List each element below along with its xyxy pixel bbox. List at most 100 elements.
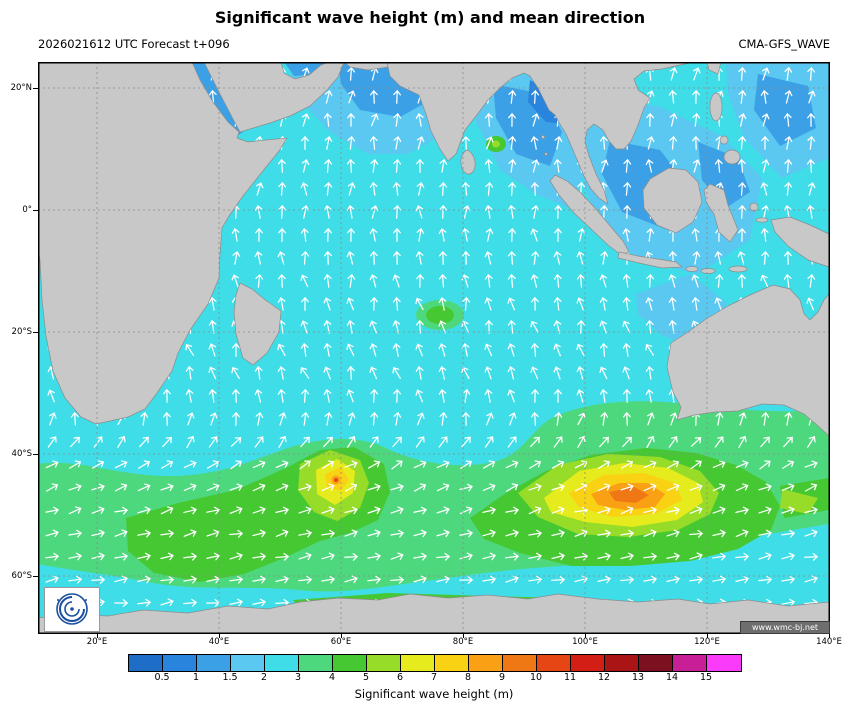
land-halmahera: [749, 202, 759, 212]
wave-direction-arrow: [528, 506, 542, 515]
colorbar-tick-label: 2: [260, 672, 268, 683]
wave-direction-arrow: [369, 366, 378, 380]
wave-direction-arrow: [438, 296, 447, 311]
wave-direction-arrow: [530, 274, 539, 288]
wave-direction-arrow: [645, 319, 654, 334]
wave-direction-arrow: [391, 460, 403, 470]
wave-height-field: [38, 62, 829, 613]
wave-direction-arrow: [758, 529, 773, 538]
wave-direction-arrow: [781, 529, 796, 538]
wave-direction-arrow: [393, 112, 402, 127]
lon-label-140e: 140°E: [816, 637, 842, 647]
wave-direction-arrow: [459, 576, 474, 584]
wave-direction-arrow: [761, 204, 770, 219]
land-taiwan: [706, 62, 722, 75]
wave-direction-arrow: [367, 460, 381, 469]
wave-direction-arrow: [254, 204, 263, 219]
wave-direction-arrow: [254, 389, 263, 403]
wave-direction-arrow: [620, 575, 635, 584]
wave-direction-arrow: [738, 135, 747, 150]
wave-direction-arrow: [393, 250, 401, 265]
wave-direction-arrow: [712, 506, 726, 514]
wave-direction-arrow: [623, 388, 631, 403]
wave-direction-arrow: [712, 552, 727, 561]
wave-direction-arrow: [254, 251, 263, 265]
lon-label-40e: 40°E: [208, 637, 230, 647]
wave-direction-arrow: [784, 66, 793, 81]
wave-direction-arrow: [369, 89, 378, 104]
wave-direction-arrow: [531, 296, 539, 311]
wave-direction-arrow: [530, 228, 538, 242]
wave-direction-arrow: [436, 529, 450, 538]
wave-direction-arrow: [439, 158, 448, 173]
wave-direction-arrow: [577, 228, 586, 242]
wave-direction-arrow: [806, 204, 815, 219]
wave-direction-arrow: [321, 506, 335, 515]
wave-direction-arrow: [208, 319, 217, 334]
wave-direction-arrow: [484, 273, 493, 288]
wave-direction-arrow: [324, 158, 333, 173]
wave-direction-arrow: [370, 205, 379, 219]
wave-direction-arrow: [551, 483, 565, 492]
wave-direction-arrow: [392, 274, 400, 288]
wave-direction-arrow: [808, 90, 816, 104]
wave-direction-arrow: [597, 506, 611, 515]
wave-height-map: [38, 62, 830, 634]
wave-direction-arrow: [231, 388, 240, 403]
wave-direction-arrow: [344, 552, 359, 561]
wave-direction-arrow: [415, 389, 424, 403]
wave-direction-arrow: [461, 135, 470, 150]
wave-direction-arrow: [393, 227, 401, 242]
wave-direction-arrow: [439, 250, 447, 265]
wave-direction-arrow: [646, 273, 655, 288]
wave-direction-arrow: [206, 483, 220, 492]
wave-direction-arrow: [415, 319, 424, 334]
wave-direction-arrow: [484, 112, 493, 127]
wave-direction-arrow: [784, 135, 793, 150]
wave-direction-arrow: [369, 320, 377, 334]
wave-direction-arrow: [599, 135, 608, 150]
colorbar-cell: [435, 655, 469, 671]
wave-direction-arrow: [323, 297, 332, 311]
wave-direction-arrow: [392, 181, 401, 196]
colorbar-tick-labels: 0.5 1 1.5 2 3 4 5 6 7 8 9 10 11 12 13 14 15: [128, 672, 740, 684]
x-axis-tick: [829, 634, 830, 638]
wave-direction-arrow: [183, 529, 197, 537]
wave-direction-arrow: [508, 89, 517, 104]
lon-label-100e: 100°E: [572, 637, 598, 647]
wave-direction-arrow: [647, 412, 655, 426]
wave-direction-arrow: [484, 436, 494, 448]
wave-direction-arrow: [370, 113, 379, 127]
wave-direction-arrow: [278, 204, 287, 219]
wave-direction-arrow: [600, 204, 609, 219]
wave-direction-arrow: [278, 412, 287, 426]
colorbar-tick-label: 0.5: [154, 672, 170, 683]
wave-direction-arrow: [68, 506, 82, 515]
wave-direction-arrow: [436, 575, 450, 584]
wave-direction-arrow: [554, 411, 563, 426]
wave-direction-arrow: [324, 90, 333, 104]
wave-direction-arrow: [528, 529, 543, 538]
wave-direction-arrow: [692, 135, 700, 150]
land-ceram: [755, 217, 769, 223]
wave-direction-arrow: [255, 273, 264, 288]
wave-direction-arrow: [255, 182, 264, 196]
wave-direction-arrow: [298, 575, 313, 584]
land-timor: [728, 265, 748, 273]
wave-direction-arrow: [187, 412, 195, 426]
wave-direction-arrow: [393, 204, 402, 219]
wave-direction-arrow: [758, 552, 772, 561]
wave-direction-arrow: [760, 89, 769, 104]
wave-direction-arrow: [252, 460, 266, 469]
wave-direction-arrow: [390, 529, 405, 538]
wave-direction-arrow: [300, 274, 309, 288]
wave-direction-arrow: [160, 529, 175, 538]
wave-direction-arrow: [804, 460, 818, 468]
colorbar-tick-label: 9: [498, 672, 506, 683]
wave-direction-arrow: [298, 506, 312, 515]
x-axis-tick: [341, 634, 342, 638]
wave-direction-arrow: [807, 112, 815, 127]
wave-direction-arrow: [530, 411, 539, 426]
colorbar-tick-label: 5: [362, 672, 370, 683]
wave-direction-arrow: [689, 483, 703, 491]
